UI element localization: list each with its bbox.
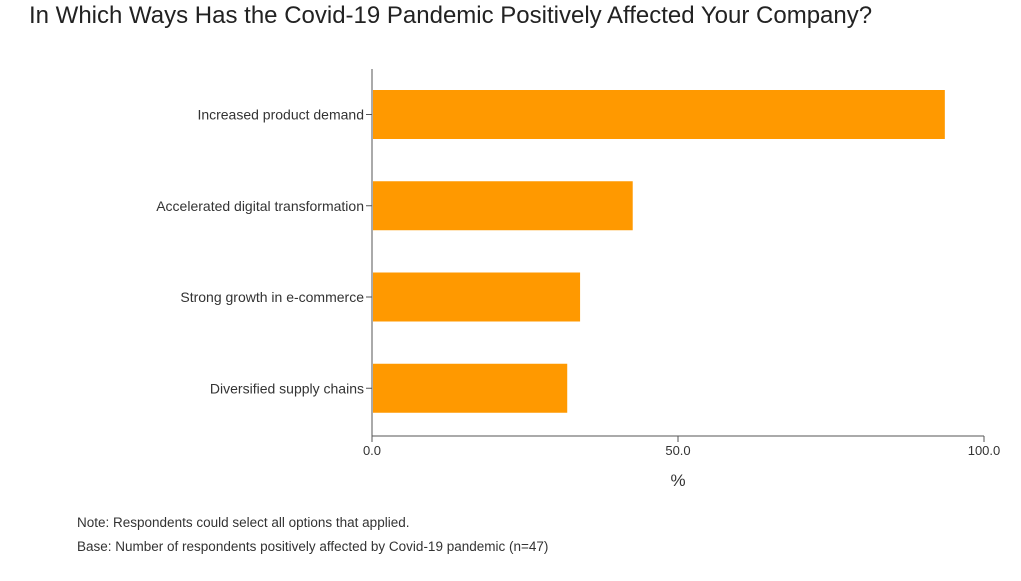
category-label: Increased product demand — [197, 107, 364, 123]
x-tick-label: 100.0 — [968, 443, 1001, 458]
chart-title: In Which Ways Has the Covid-19 Pandemic … — [29, 2, 873, 29]
bar-1 — [373, 181, 633, 231]
bar-2 — [373, 272, 581, 322]
x-axis-ticks: 0.0 50.0 100.0 — [363, 436, 1000, 458]
bars-group — [373, 90, 945, 413]
x-tick-label: 50.0 — [665, 443, 690, 458]
bar-3 — [373, 363, 568, 413]
category-label: Diversified supply chains — [210, 380, 364, 396]
category-label: Accelerated digital transformation — [156, 198, 364, 214]
x-axis-title: % — [670, 471, 685, 490]
note-text: Note: Respondents could select all optio… — [77, 515, 410, 530]
x-tick-label: 0.0 — [363, 443, 381, 458]
base-text: Base: Number of respondents positively a… — [77, 539, 549, 554]
bar-0 — [373, 90, 945, 139]
category-label: Strong growth in e-commerce — [180, 289, 364, 305]
y-axis-ticks: Increased product demand Accelerated digi… — [156, 107, 372, 396]
